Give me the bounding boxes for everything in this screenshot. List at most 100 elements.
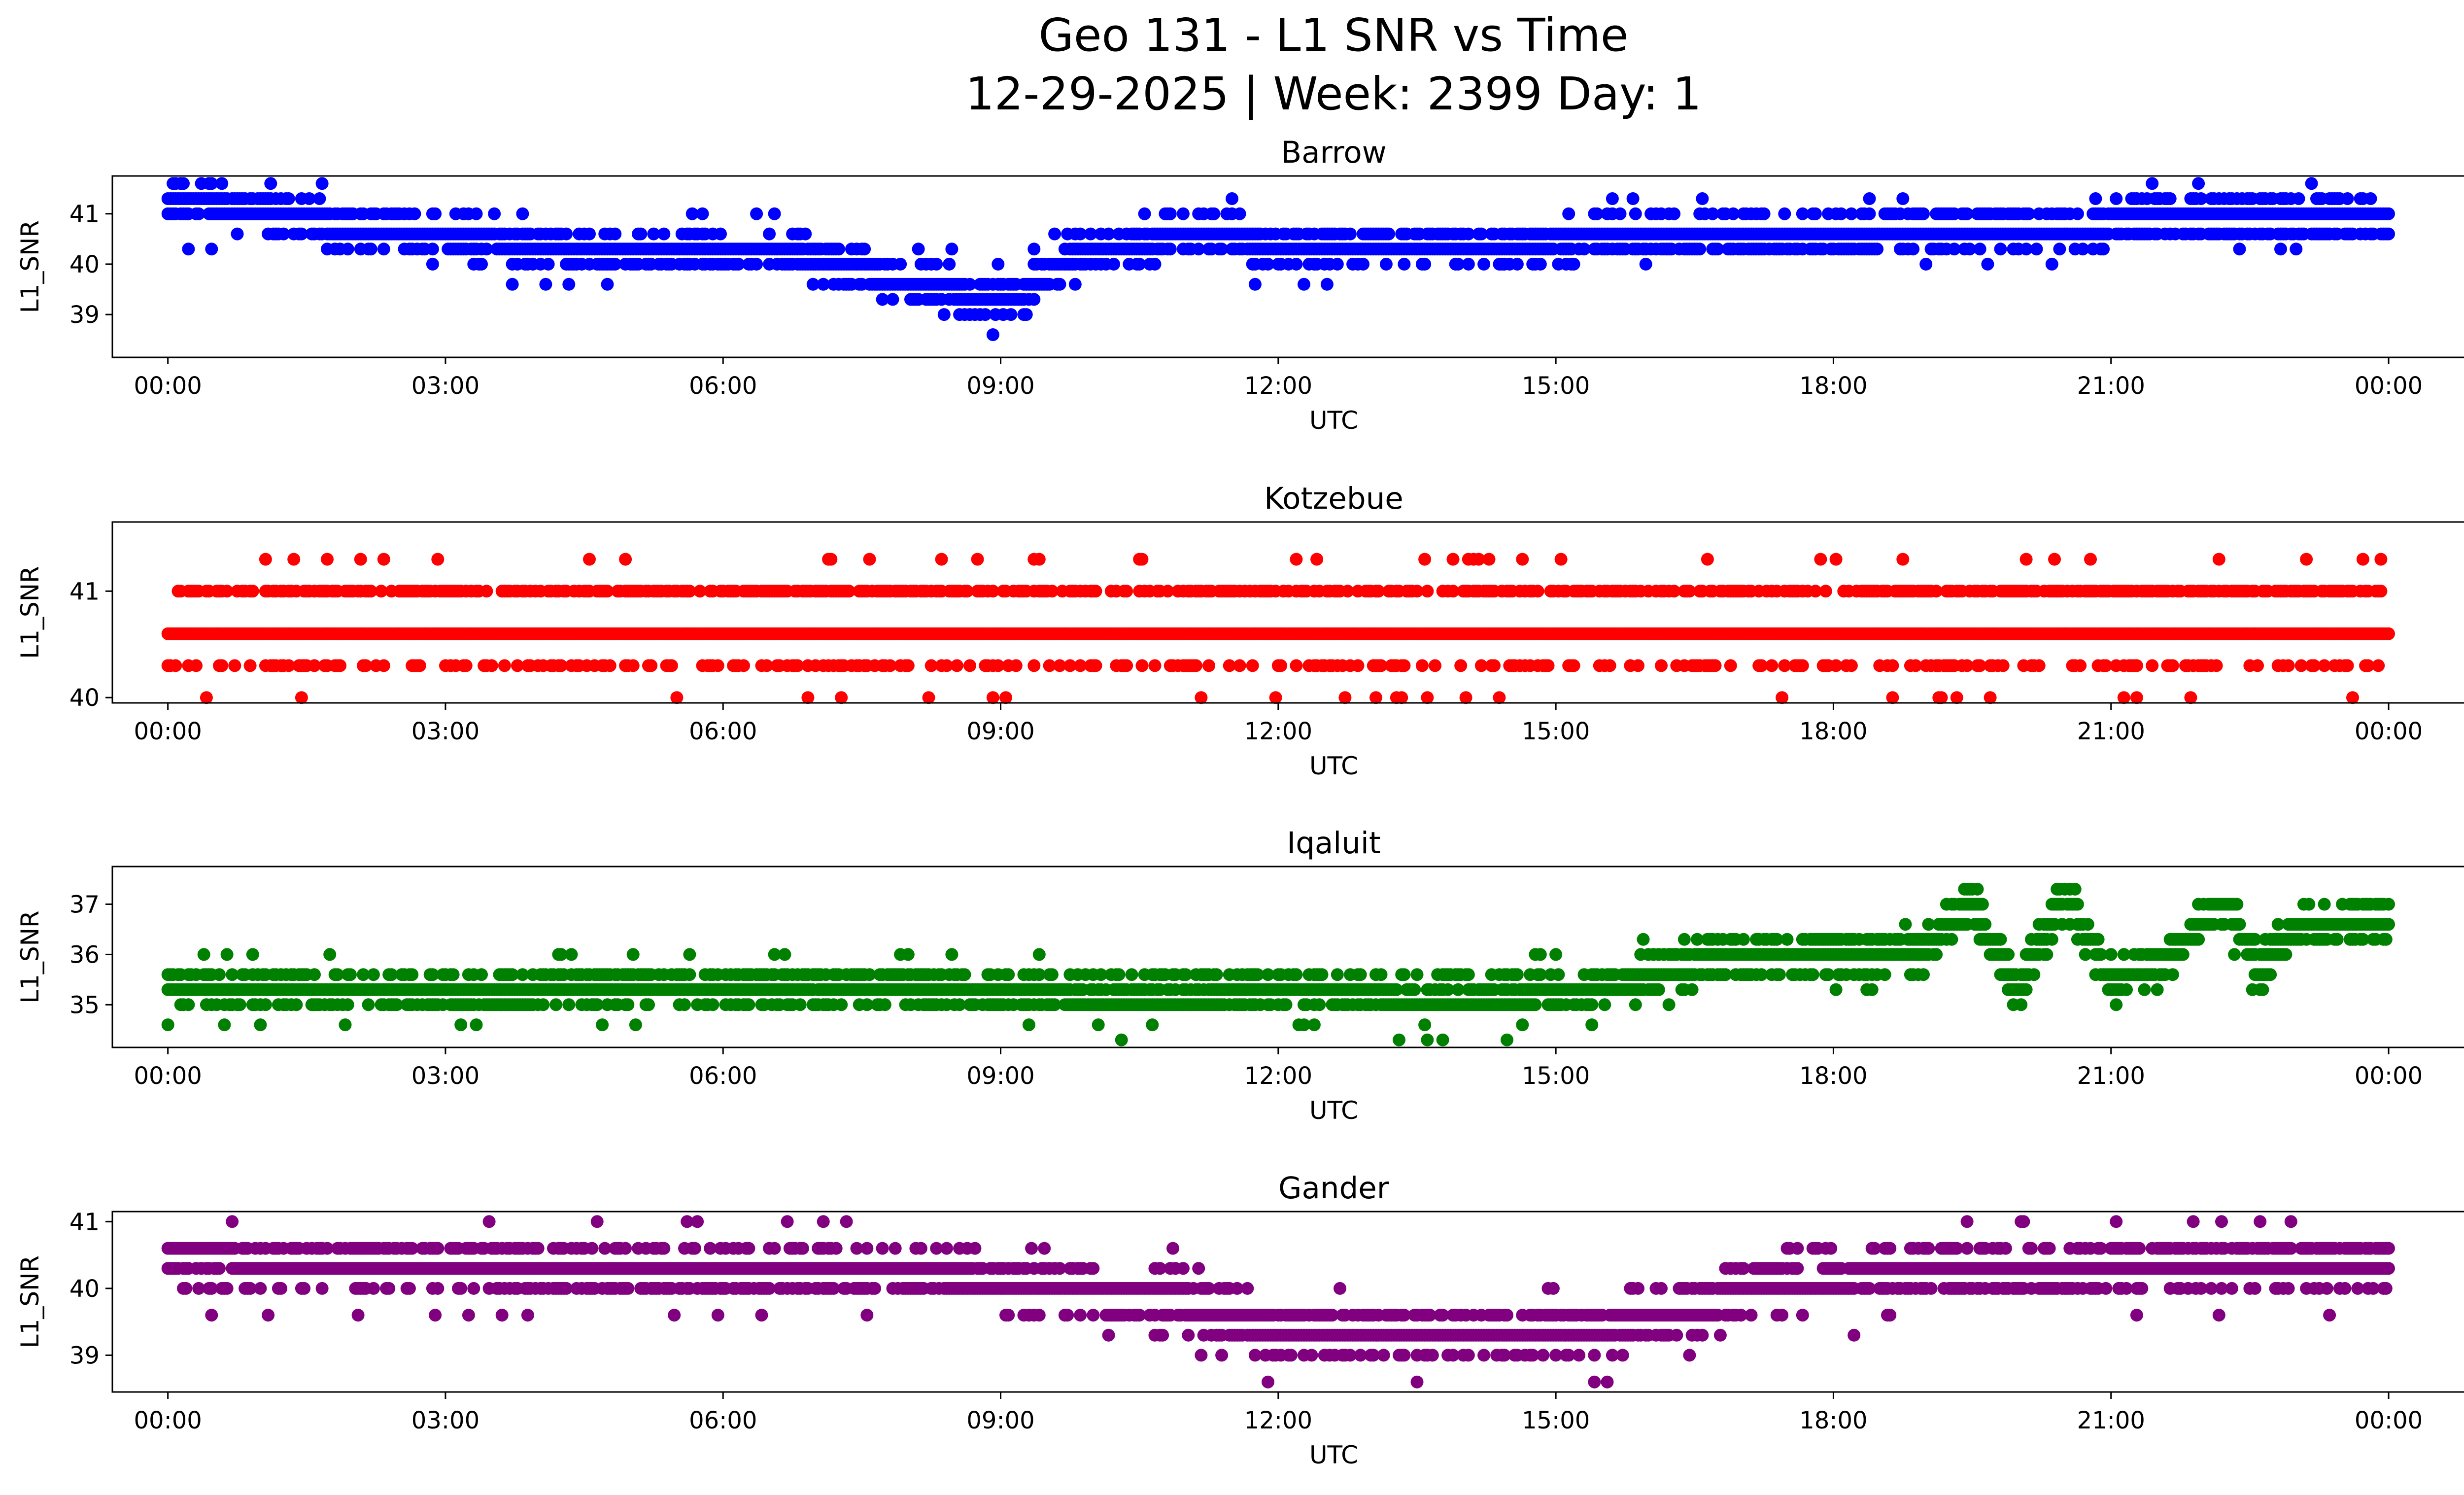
data-point <box>413 659 426 672</box>
data-point <box>1002 968 1015 981</box>
data-point <box>714 227 727 241</box>
data-point <box>1629 998 1642 1011</box>
scatter-points <box>161 177 2395 341</box>
data-point <box>1871 243 1884 256</box>
data-point <box>228 659 241 672</box>
data-point <box>2341 659 2354 672</box>
data-point <box>215 659 229 672</box>
data-point <box>863 553 876 566</box>
data-point <box>1398 659 1411 672</box>
data-point <box>182 998 195 1011</box>
data-point <box>1863 192 1876 205</box>
data-point <box>1269 691 1282 704</box>
x-tick-label: 06:00 <box>689 718 757 745</box>
data-point <box>645 659 658 672</box>
data-point <box>999 691 1012 704</box>
data-point <box>1009 659 1023 672</box>
data-point <box>1120 659 1133 672</box>
data-point <box>2053 243 2066 256</box>
data-point <box>876 293 889 306</box>
data-point <box>824 553 838 566</box>
scatter-points <box>161 553 2395 704</box>
data-point <box>2374 585 2388 598</box>
data-point <box>354 553 367 566</box>
x-axis-label: UTC <box>1309 406 1358 435</box>
data-point <box>609 257 622 271</box>
data-point <box>1809 207 1822 220</box>
data-point <box>1027 243 1041 256</box>
data-point <box>1148 659 1162 672</box>
data-point <box>1776 691 1789 704</box>
figure-title-line2: 12-29-2025 | Week: 2399 Day: 1 <box>965 68 1702 120</box>
data-point <box>1482 553 1496 566</box>
data-point <box>1192 243 1205 256</box>
data-point <box>1320 278 1334 291</box>
data-point <box>1115 1033 1128 1046</box>
data-point <box>2184 691 2197 704</box>
data-point <box>182 243 195 256</box>
x-tick-label: 06:00 <box>689 372 757 400</box>
data-point <box>1981 257 1994 271</box>
panel-title: Barrow <box>1281 135 1386 170</box>
data-point <box>1845 659 1858 672</box>
data-point <box>950 659 963 672</box>
data-point <box>1374 968 1388 981</box>
data-point <box>1814 553 1827 566</box>
data-point <box>161 1018 174 1032</box>
data-point <box>426 243 439 256</box>
data-point <box>1202 659 1215 672</box>
data-point <box>1534 257 1547 271</box>
x-axis-label: UTC <box>1309 752 1358 780</box>
data-point <box>732 257 745 271</box>
data-point <box>1048 227 1061 241</box>
data-point <box>1529 998 1542 1011</box>
data-point <box>2274 243 2287 256</box>
scatter-points <box>161 882 2395 1046</box>
data-point <box>922 691 935 704</box>
data-point <box>634 227 648 241</box>
data-point <box>339 1018 352 1032</box>
data-point <box>426 257 439 271</box>
data-point <box>1603 659 1616 672</box>
data-point <box>1724 659 1737 672</box>
data-point <box>200 691 213 704</box>
data-point <box>945 948 958 961</box>
data-point <box>1112 968 1126 981</box>
data-point <box>1290 968 1303 981</box>
data-point <box>1207 207 1221 220</box>
data-point <box>2346 691 2359 704</box>
data-point <box>971 553 984 566</box>
data-point <box>1567 659 1580 672</box>
data-point <box>475 968 488 981</box>
data-point <box>2117 691 2130 704</box>
data-point <box>665 659 678 672</box>
data-point <box>1120 585 1133 598</box>
data-point <box>685 207 699 220</box>
data-point <box>793 998 807 1011</box>
data-point <box>1973 243 1986 256</box>
data-point <box>1279 998 1293 1011</box>
data-point <box>341 998 354 1011</box>
data-point <box>629 1018 642 1032</box>
data-point <box>1290 659 1303 672</box>
data-point <box>334 659 347 672</box>
axes-frame <box>111 521 2464 704</box>
data-point <box>1331 968 1344 981</box>
data-point <box>1125 968 1138 981</box>
data-point <box>1896 553 1910 566</box>
data-point <box>2048 553 2061 566</box>
data-point <box>1032 553 1046 566</box>
data-point <box>1685 983 1699 996</box>
x-tick-label: 21:00 <box>2077 372 2145 400</box>
data-point <box>1343 227 1357 241</box>
data-point <box>485 659 498 672</box>
data-point <box>1274 659 1288 672</box>
data-point <box>246 585 259 598</box>
data-point <box>2163 192 2177 205</box>
data-point <box>979 308 992 321</box>
data-point <box>197 948 210 961</box>
data-point <box>1655 659 1668 672</box>
